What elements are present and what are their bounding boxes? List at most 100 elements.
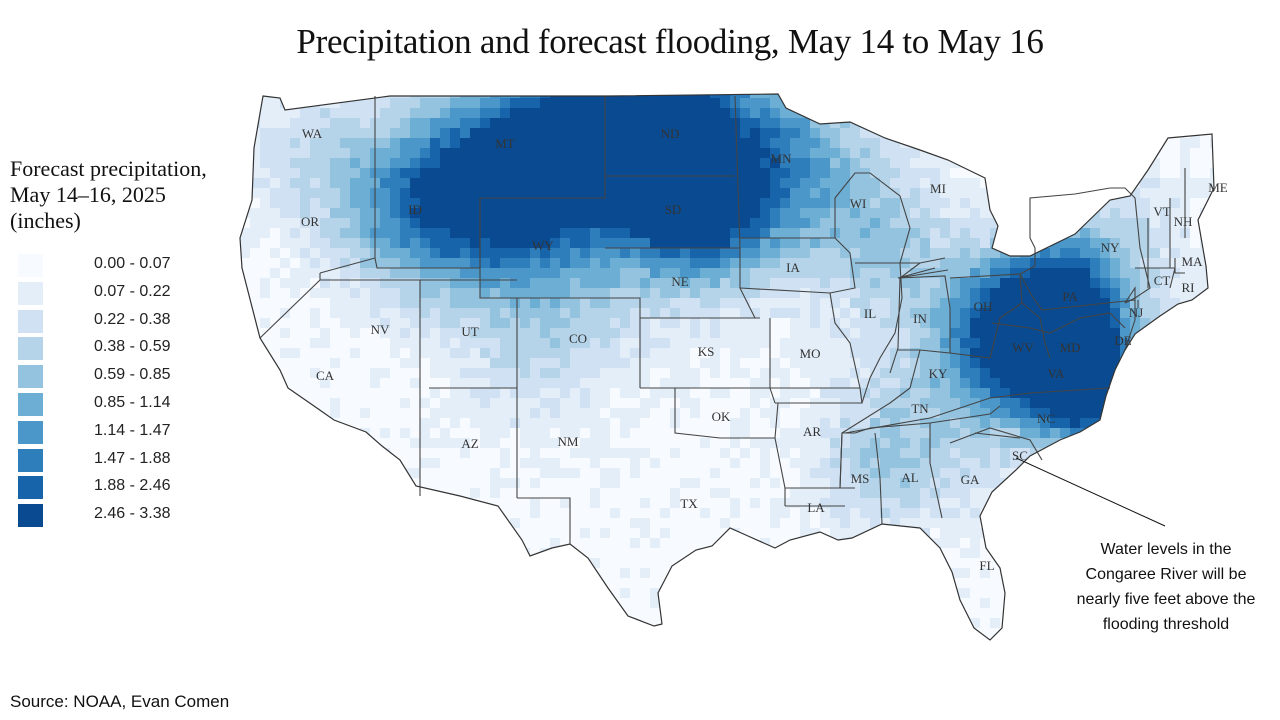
precip-cell	[340, 178, 350, 188]
precip-cell	[850, 178, 860, 188]
precip-cell	[1000, 318, 1010, 328]
precip-cell	[280, 208, 290, 218]
precip-cell	[1180, 248, 1190, 258]
precip-cell	[630, 108, 640, 118]
precip-cell	[560, 268, 570, 278]
precip-cell	[720, 208, 730, 218]
precip-cell	[1100, 338, 1110, 348]
precip-cell	[1120, 278, 1130, 288]
precip-cell	[920, 148, 930, 158]
precip-cell	[370, 278, 380, 288]
precip-cell	[940, 218, 950, 228]
precip-cell	[660, 528, 670, 538]
precip-cell	[620, 118, 630, 128]
precip-cell	[820, 148, 830, 158]
precip-cell	[530, 348, 540, 358]
precip-cell	[720, 94, 730, 98]
precip-cell	[620, 108, 630, 118]
precip-cell	[710, 278, 720, 288]
precip-cell	[430, 338, 440, 348]
legend-swatch	[18, 337, 43, 361]
precip-cell	[520, 158, 530, 168]
precip-cell	[650, 168, 660, 178]
precip-cell	[340, 308, 350, 318]
precip-cell	[330, 248, 340, 258]
precip-cell	[980, 398, 990, 408]
precip-cell	[590, 238, 600, 248]
precip-cell	[740, 368, 750, 378]
state-label-or: OR	[301, 214, 319, 229]
precip-cell	[270, 108, 280, 118]
precip-cell	[280, 188, 290, 198]
precip-cell	[640, 248, 650, 258]
precip-cell	[790, 238, 800, 248]
precip-cell	[460, 258, 470, 268]
precip-cell	[990, 288, 1000, 298]
precip-cell	[590, 458, 600, 468]
precip-cell	[840, 468, 850, 478]
precip-cell	[520, 388, 530, 398]
precip-cell	[950, 448, 960, 458]
precip-cell	[440, 218, 450, 228]
precip-cell	[810, 298, 820, 308]
precip-cell	[260, 188, 270, 198]
precip-cell	[990, 228, 1000, 238]
precip-cell	[1170, 228, 1180, 238]
precip-cell	[500, 188, 510, 198]
precip-cell	[1000, 418, 1010, 428]
precip-cell	[1190, 278, 1200, 288]
precip-cell	[510, 408, 520, 418]
precip-cell	[490, 378, 500, 388]
precip-cell	[930, 378, 940, 388]
precip-cell	[840, 148, 850, 158]
precip-cell	[620, 408, 630, 418]
precip-cell	[380, 288, 390, 298]
precip-cell	[930, 488, 940, 498]
precip-cell	[980, 448, 990, 458]
precip-cell	[730, 268, 740, 278]
precip-cell	[300, 218, 310, 228]
precip-cell	[610, 108, 620, 118]
precip-cell	[840, 338, 850, 348]
precip-cell	[290, 128, 300, 138]
precip-cell	[870, 198, 880, 208]
precip-cell	[940, 228, 950, 238]
legend-title-line: Forecast precipitation,	[10, 156, 207, 181]
precip-cell	[840, 378, 850, 388]
precip-cell	[660, 138, 670, 148]
precip-cell	[620, 218, 630, 228]
precip-cell	[540, 378, 550, 388]
precip-cell	[580, 208, 590, 218]
precip-cell	[940, 438, 950, 448]
precip-cell	[510, 178, 520, 188]
precip-cell	[850, 288, 860, 298]
legend-swatch	[18, 365, 43, 389]
precip-cell	[580, 278, 590, 288]
precip-cell	[880, 238, 890, 248]
precip-cell	[550, 208, 560, 218]
precip-cell	[830, 518, 840, 528]
precip-cell	[660, 508, 670, 518]
precip-cell	[690, 298, 700, 308]
precip-cell	[280, 108, 290, 118]
precip-cell	[1050, 418, 1060, 428]
precip-cell	[790, 248, 800, 258]
precip-cell	[880, 228, 890, 238]
precip-cell	[560, 418, 570, 428]
precip-cell	[470, 198, 480, 208]
precip-cell	[610, 408, 620, 418]
precip-cell	[690, 228, 700, 238]
precip-cell	[270, 128, 280, 138]
precip-cell	[950, 198, 960, 208]
precip-cell	[880, 158, 890, 168]
precip-cell	[750, 248, 760, 258]
precip-cell	[740, 278, 750, 288]
precip-cell	[470, 98, 480, 108]
precip-cell	[970, 328, 980, 338]
precip-cell	[570, 148, 580, 158]
precip-cell	[860, 308, 870, 318]
precip-cell	[520, 268, 530, 278]
precip-cell	[280, 178, 290, 188]
precip-cell	[1040, 308, 1050, 318]
precip-cell	[860, 438, 870, 448]
